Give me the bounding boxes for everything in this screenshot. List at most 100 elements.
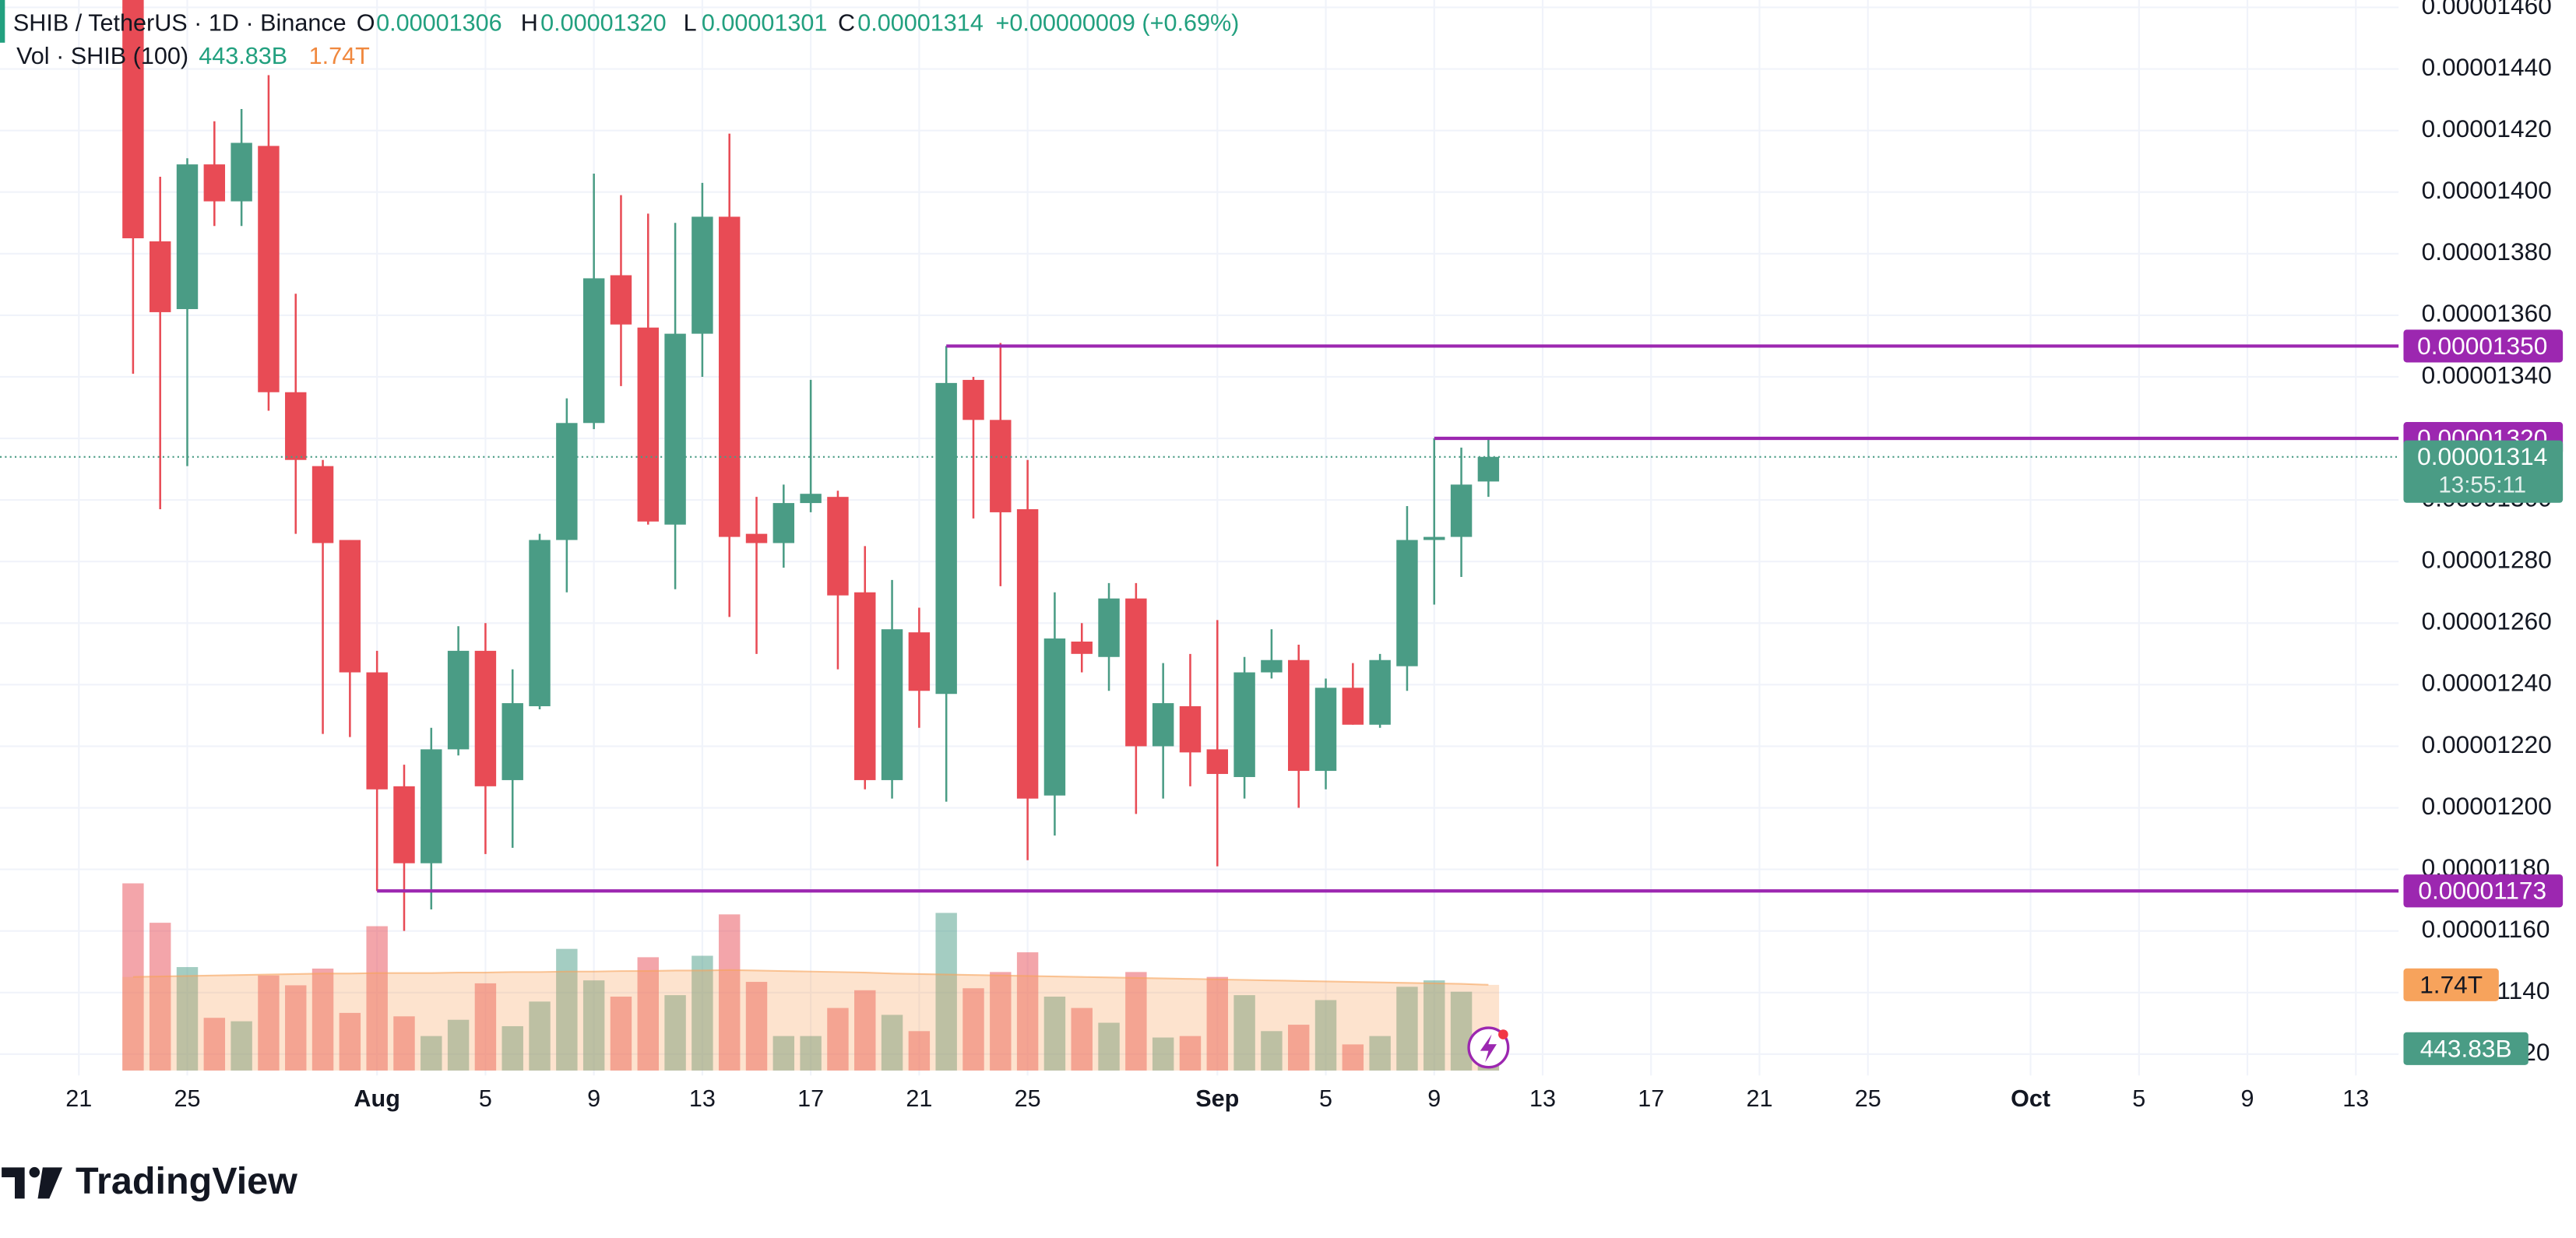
volume-bar bbox=[311, 968, 334, 1071]
volume-bar bbox=[285, 985, 307, 1071]
volume-bar bbox=[990, 972, 1012, 1071]
candle-body bbox=[556, 423, 578, 540]
x-tick-label: 25 bbox=[174, 1085, 200, 1112]
level-label: 0.00001350 bbox=[2417, 332, 2547, 360]
candle-body bbox=[501, 703, 523, 780]
volume-bar bbox=[718, 914, 741, 1071]
volume-title: Vol · SHIB (100) bbox=[16, 43, 188, 69]
x-tick-label: 5 bbox=[1319, 1085, 1332, 1112]
brand-logo bbox=[2, 1166, 63, 1199]
tick-labels: 0.000011200.000011400.000011600.00001180… bbox=[65, 0, 2552, 1112]
x-tick-label: 25 bbox=[1855, 1085, 1881, 1112]
volume-bar bbox=[582, 980, 605, 1071]
symbol-marker bbox=[0, 0, 5, 43]
volume-ma-area bbox=[122, 969, 1500, 1071]
candle-body bbox=[311, 466, 334, 543]
candle-body bbox=[990, 420, 1012, 512]
candle-body bbox=[366, 672, 388, 790]
candle-body bbox=[1098, 598, 1120, 657]
y-tick-label: 0.00001220 bbox=[2422, 730, 2552, 758]
candle-body bbox=[339, 540, 361, 673]
x-tick-label: 25 bbox=[1015, 1085, 1041, 1112]
volume-bar bbox=[610, 997, 632, 1071]
candle-body bbox=[692, 216, 713, 334]
volume-bar bbox=[1043, 997, 1066, 1071]
volume-bar bbox=[231, 1021, 252, 1071]
candle-body bbox=[1314, 688, 1337, 772]
y-tick-label: 0.00001340 bbox=[2422, 360, 2552, 389]
overlays: 0.000013500.000013200.000011730.00001314… bbox=[0, 329, 2564, 1065]
x-tick-label: 13 bbox=[689, 1085, 716, 1112]
candle-body bbox=[1423, 536, 1445, 540]
lightning-icon[interactable] bbox=[1467, 1026, 1510, 1069]
x-tick-label: 13 bbox=[2342, 1085, 2369, 1112]
volume-bar bbox=[1288, 1025, 1310, 1071]
volume-bar bbox=[800, 1036, 822, 1071]
volume-bar bbox=[474, 983, 497, 1071]
ohlc-key: H bbox=[521, 10, 538, 37]
candle-body bbox=[393, 786, 415, 863]
x-tick-label: 5 bbox=[479, 1085, 492, 1112]
candle-body bbox=[935, 382, 957, 695]
volume-bar bbox=[1152, 1037, 1174, 1071]
candle-body bbox=[421, 749, 442, 863]
volume-bar bbox=[421, 1036, 442, 1071]
candle-body bbox=[474, 650, 497, 786]
candle-body bbox=[827, 497, 849, 596]
y-tick-label: 0.00001240 bbox=[2422, 669, 2552, 697]
volume-bar bbox=[149, 923, 171, 1071]
volume-bar bbox=[1125, 972, 1147, 1071]
ohlc-value: 0.00001301 bbox=[702, 10, 828, 37]
candle-body bbox=[800, 494, 822, 504]
volume-bar bbox=[827, 1008, 849, 1071]
ohlc-key: O bbox=[357, 10, 375, 37]
x-tick-label: Aug bbox=[354, 1085, 399, 1112]
volume-value: 443.83B bbox=[199, 43, 287, 69]
x-tick-label: 21 bbox=[1746, 1085, 1772, 1112]
x-tick-label: 17 bbox=[797, 1085, 824, 1112]
volume-bar bbox=[501, 1025, 523, 1071]
level-label-box bbox=[2403, 329, 2564, 363]
volume-bar bbox=[1314, 1000, 1337, 1071]
candle-body bbox=[610, 275, 632, 325]
volume-bar bbox=[664, 995, 686, 1071]
x-tick-label: 13 bbox=[1529, 1085, 1556, 1112]
candle-body bbox=[231, 142, 252, 202]
volume-ma-box bbox=[2403, 968, 2499, 1001]
volume-bar bbox=[1261, 1031, 1283, 1071]
volume-bar bbox=[1369, 1036, 1391, 1071]
y-tick-label: 0.00001160 bbox=[2422, 915, 2550, 943]
last-price-box bbox=[2403, 440, 2564, 503]
last-price-label: 0.00001314 bbox=[2417, 442, 2547, 470]
ohlc-key: L bbox=[684, 10, 697, 37]
candle-body bbox=[1179, 706, 1202, 753]
ohlc-key: C bbox=[838, 10, 855, 37]
volume-label: 443.83B bbox=[2420, 1034, 2512, 1062]
y-tick-label: 0.00001460 bbox=[2422, 0, 2552, 19]
volume-bar bbox=[692, 955, 713, 1071]
candle-body bbox=[285, 392, 307, 460]
y-tick-label: 0.00001420 bbox=[2422, 114, 2552, 142]
candle-body bbox=[1369, 659, 1391, 725]
volume-ma-value: 1.74T bbox=[309, 43, 370, 69]
x-tick-label: 9 bbox=[1427, 1085, 1441, 1112]
y-tick-label: 0.00001280 bbox=[2422, 546, 2552, 574]
volume-bar bbox=[447, 1019, 470, 1071]
candle-body bbox=[718, 216, 741, 537]
volume-bar bbox=[1450, 991, 1473, 1071]
volume-bar bbox=[366, 926, 388, 1071]
volume-bar bbox=[637, 957, 659, 1071]
candle-body bbox=[1125, 598, 1147, 747]
candle-body bbox=[772, 503, 795, 543]
volume-bar bbox=[556, 948, 578, 1071]
candle-body bbox=[1261, 659, 1283, 673]
change: +0.00000009 (+0.69%) bbox=[995, 10, 1239, 37]
volume-bar bbox=[1342, 1044, 1364, 1071]
x-tick-label: 5 bbox=[2132, 1085, 2145, 1112]
ohlc-value: 0.00001320 bbox=[540, 10, 667, 37]
volume-bar bbox=[745, 982, 768, 1071]
volume-bar bbox=[1179, 1036, 1202, 1071]
y-tick-label: 0.00001400 bbox=[2422, 176, 2552, 204]
